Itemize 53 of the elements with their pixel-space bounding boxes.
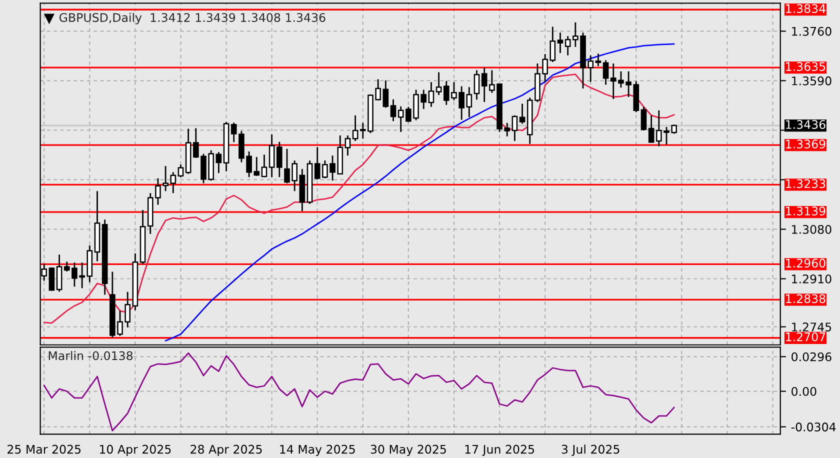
candlestick [640, 106, 647, 132]
y-tick-label: 0.00 [792, 386, 816, 396]
ref-line-label: 1.3139 [786, 206, 826, 216]
y-tick-label: -0.0304 [791, 422, 836, 432]
ref-line-label: 1.2707 [786, 332, 826, 342]
candlestick [481, 66, 488, 103]
y-tick-label: 1.3080 [792, 224, 832, 234]
y-tick-label: 0.0296 [792, 352, 832, 362]
text: GBPUSD,Daily 1.3412 1.3439 1.3408 1.3436 [59, 12, 326, 24]
x-tick-label: 30 May 2025 [370, 444, 446, 456]
candlestick [428, 81, 434, 108]
candlestick [512, 114, 518, 142]
ref-line-label: 1.3436 [786, 120, 826, 129]
line-series [164, 43, 675, 342]
candlestick [216, 151, 222, 174]
ref-line-label: 1.3635 [786, 62, 826, 72]
y-tick-label: 1.2745 [792, 322, 832, 332]
candlestick [382, 80, 389, 108]
y-tick-label: 1.3760 [792, 26, 832, 36]
candlestick [557, 32, 564, 54]
candlestick [602, 60, 609, 86]
x-tick-label: 10 Apr 2025 [100, 444, 171, 456]
y-tick-label: 1.2910 [792, 274, 832, 284]
candlestick [268, 134, 275, 178]
candlestick [474, 70, 480, 100]
line-series [43, 74, 675, 324]
candlestick [352, 114, 358, 142]
chart-title: Marlin -0.0138 [48, 351, 133, 360]
x-tick-label: 14 May 2025 [280, 444, 355, 456]
candlestick [564, 35, 571, 56]
candlestick [261, 154, 268, 178]
candlestick [276, 141, 282, 178]
candlestick [466, 86, 472, 118]
ref-line-label: 1.2960 [786, 258, 826, 268]
candlestick [56, 254, 62, 292]
x-tick-label: 3 Jul 2025 [562, 444, 620, 456]
y-tick-label: 1.3590 [792, 76, 832, 86]
ref-line-label: 1.3369 [786, 140, 826, 148]
ref-line-label: 1.3233 [786, 179, 826, 188]
candlestick [178, 164, 184, 178]
candlestick [648, 114, 654, 144]
candlestick [344, 134, 351, 156]
x-tick-label: 28 Apr 2025 [190, 444, 262, 456]
x-tick-label: 25 Mar 2025 [8, 444, 81, 454]
candlestick [519, 103, 526, 124]
ref-line-label: 1.2838 [786, 294, 826, 304]
line-series [43, 352, 675, 432]
candlestick [436, 72, 442, 96]
x-tick-label: 17 Jun 2025 [465, 444, 534, 456]
candlestick [550, 26, 556, 63]
ref-line-label: 1.3834 [786, 4, 826, 14]
candlestick [390, 98, 396, 122]
candlestick [595, 52, 602, 67]
